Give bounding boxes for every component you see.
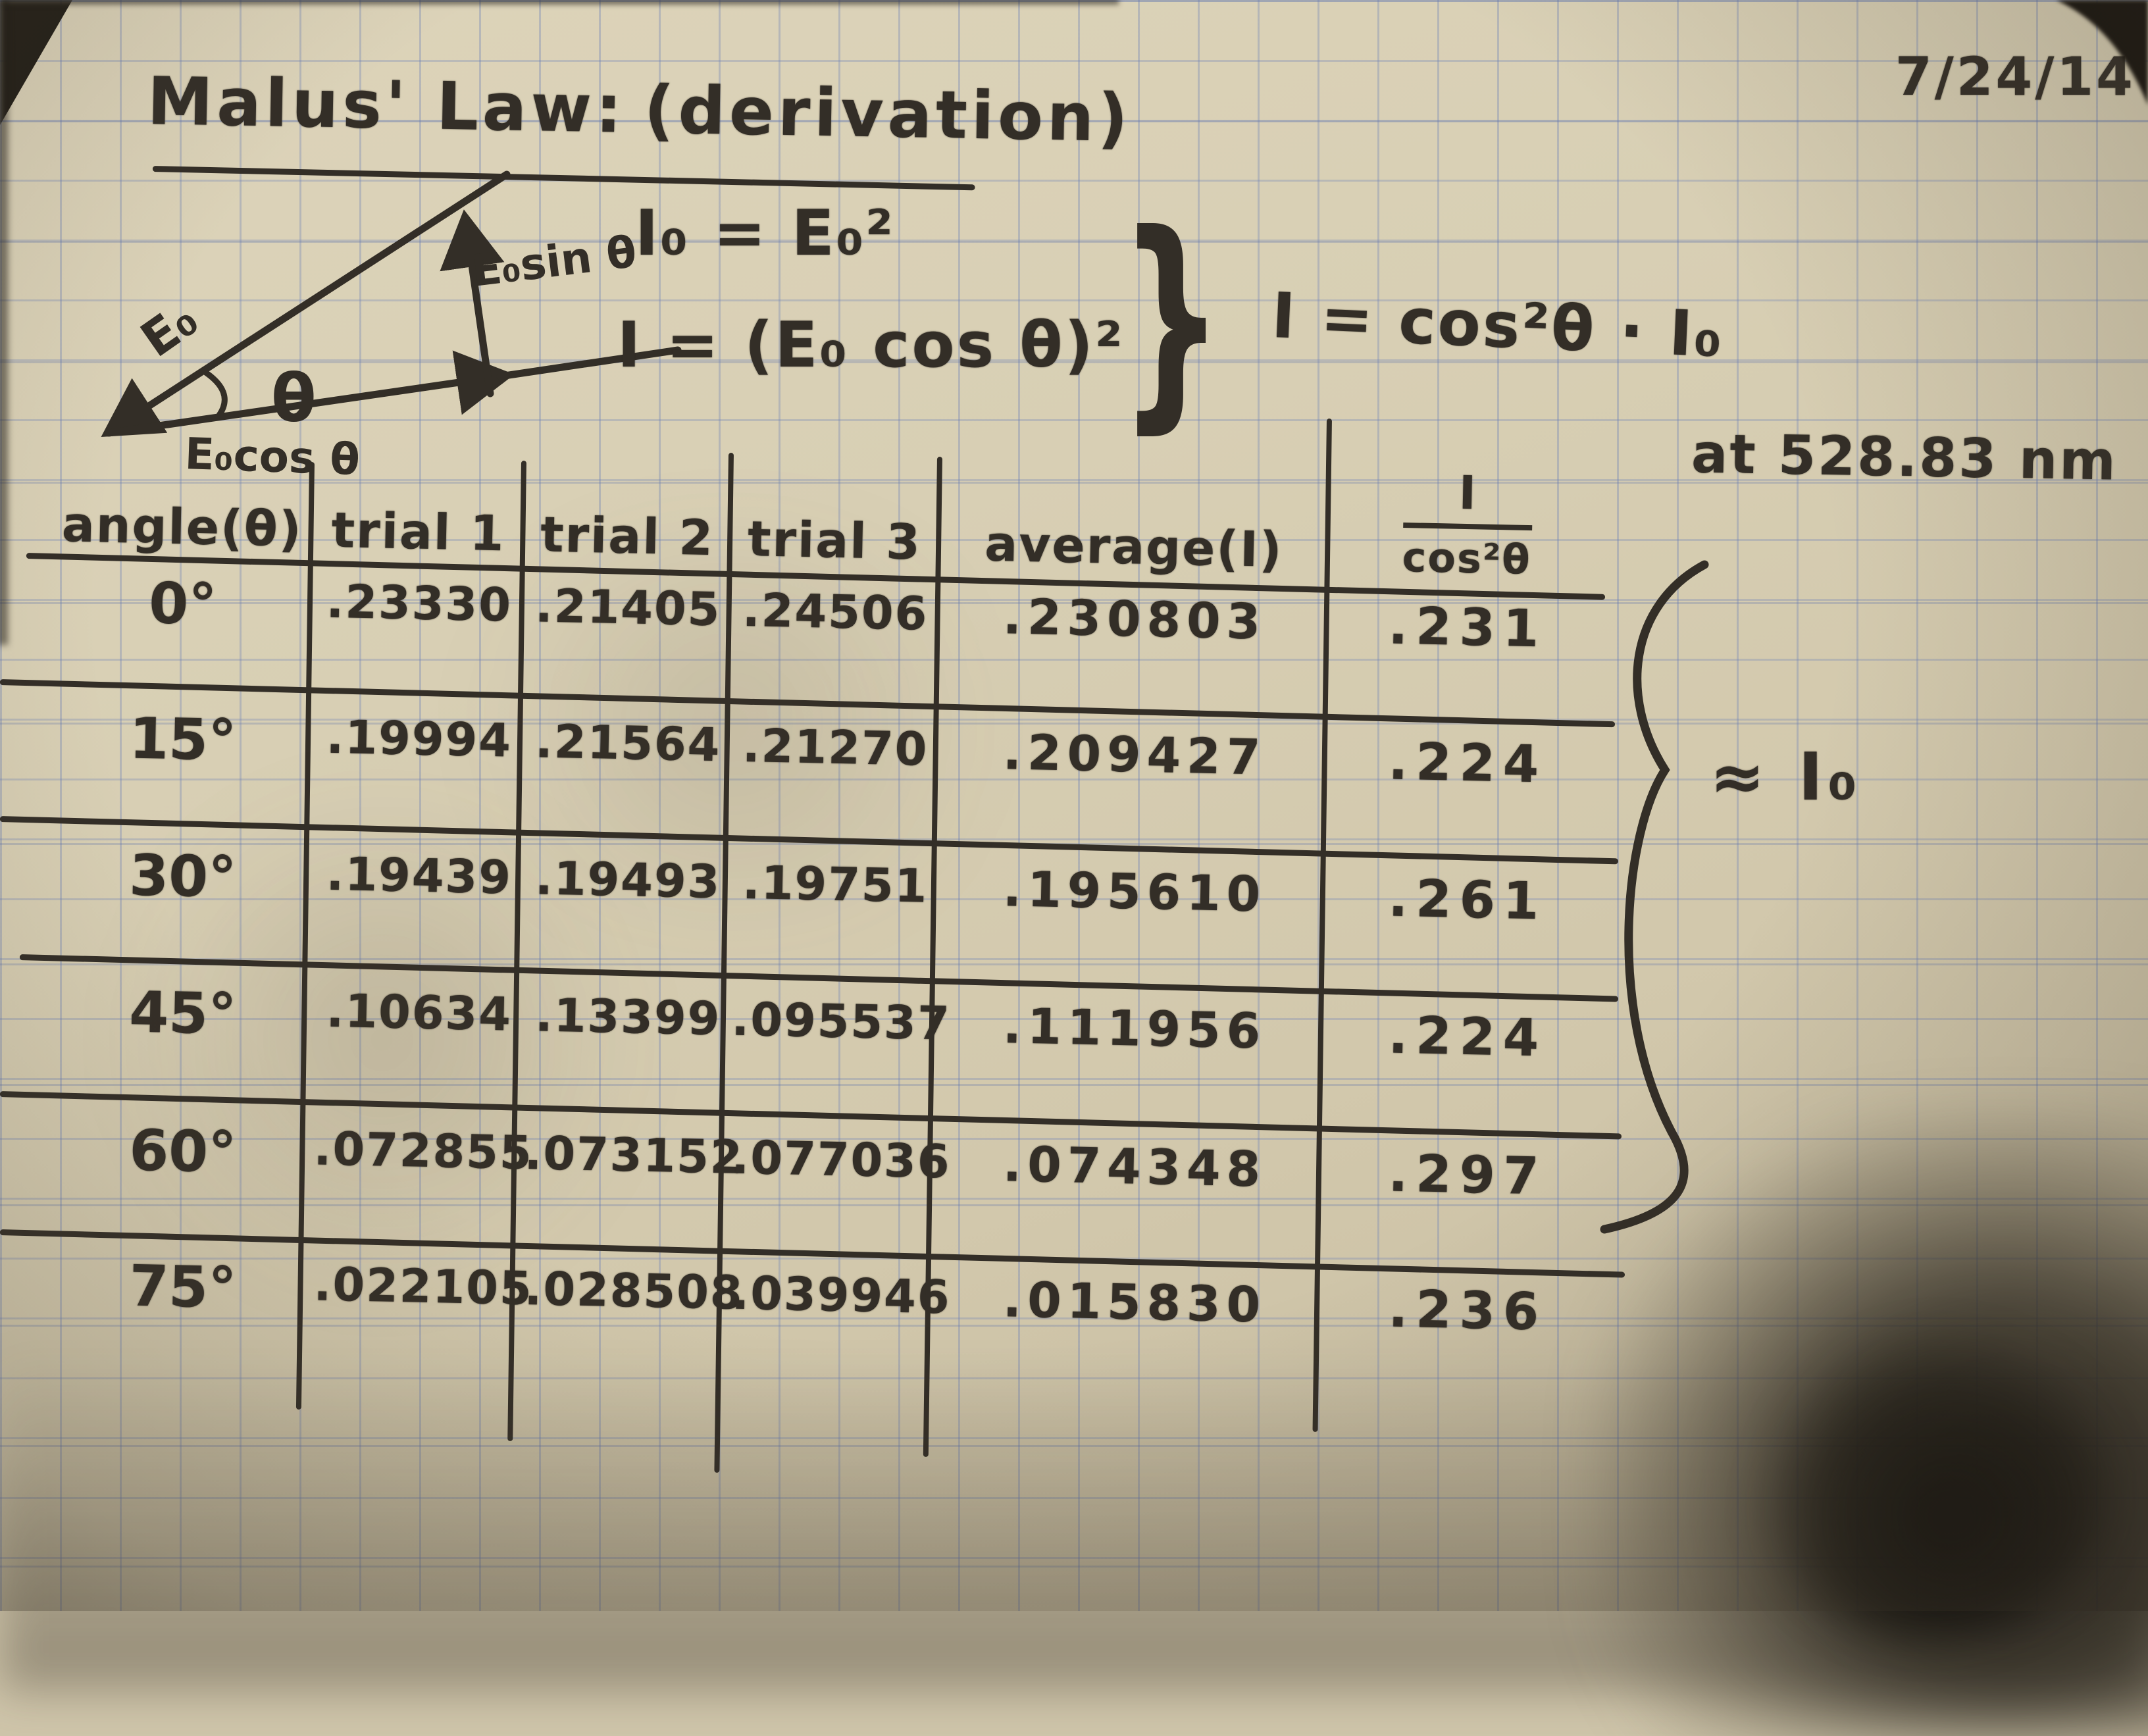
cell-angle: 15° [51,704,315,775]
header-trial1: trial 1 [313,501,524,563]
title-paren: (derivation) [644,71,1133,157]
angle-arc [203,370,224,415]
ratio-fraction: I cos²θ [1402,465,1533,584]
equation-io: I₀ = E₀² [635,197,895,270]
cell-ratio: .261 [1330,868,1606,933]
cell-average: .074348 [938,1135,1331,1199]
cell-trial3: .077036 [731,1131,940,1189]
e0-label: E₀ [131,291,208,369]
cell-ratio: .224 [1330,1005,1606,1070]
notebook-corner [2016,0,2148,112]
equations-brace: } [1119,186,1224,454]
theta-label: θ [271,360,317,437]
equation-result: I = cos²θ · I₀ [1270,280,1725,372]
cell-ratio: .224 [1330,731,1606,796]
cell-ratio: .231 [1330,596,1606,661]
page-corner-shadow [0,0,79,132]
header-average: average(I) [938,515,1331,579]
cell-angle: 0° [51,569,315,640]
cell-trial3: .039946 [731,1266,940,1325]
ratio-numerator: I [1403,465,1533,530]
cell-average: .015830 [938,1270,1331,1335]
cell-ratio: .236 [1330,1279,1606,1344]
ratio-denominator: cos²θ [1402,528,1532,584]
header-angle: angle(θ) [51,496,314,558]
cell-average: .111956 [938,996,1331,1061]
cell-trial2: .028508 [524,1262,732,1320]
page-edge-shadow [0,0,1119,5]
e0sin-label: E₀sin θ [469,226,640,297]
cell-average: .195610 [938,859,1331,924]
equation-i: I = (E₀ cos θ)² [617,309,1125,382]
cell-ratio: .297 [1330,1143,1606,1208]
finger-shadow [1753,1335,2109,1637]
approx-io-note: ≈ I₀ [1710,738,1862,815]
page-edge-shadow [0,0,8,645]
soft-shadow [105,790,658,1290]
notebook-page: 7/24/14 Malus' Law:(derivation) E₀ θ E₀s… [0,0,2148,1611]
cell-trial3: .095537 [731,992,940,1051]
header-ratio: I cos²θ [1329,463,1606,586]
page-title: Malus' Law:(derivation) [147,63,1133,157]
wavelength-note: at 528.83 nm [1691,422,2118,492]
title-main: Malus' Law: [147,63,626,148]
